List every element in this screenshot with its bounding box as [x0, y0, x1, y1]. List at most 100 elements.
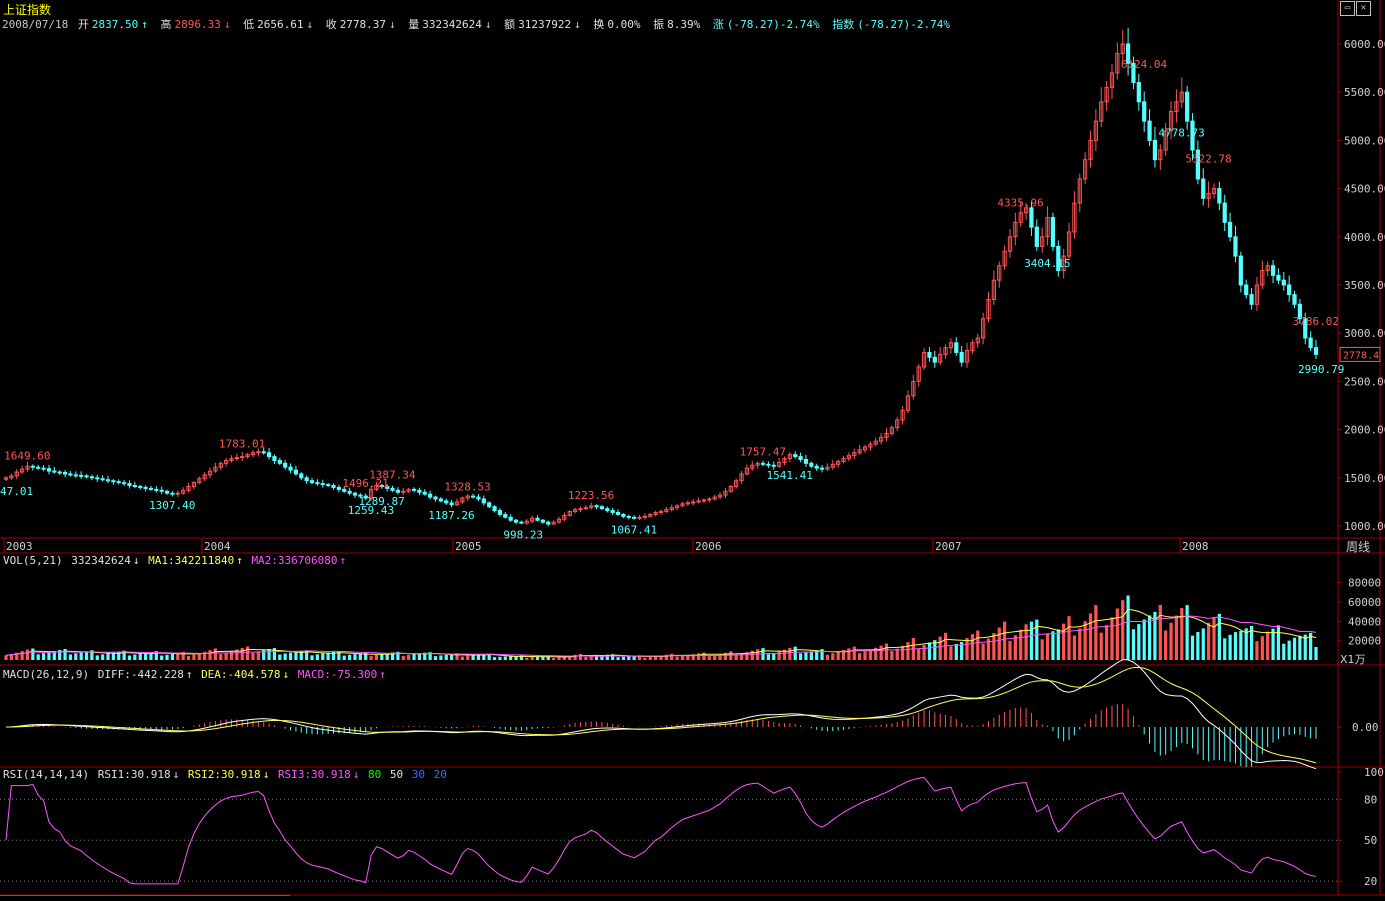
candle-body	[546, 521, 551, 525]
volume-ma1-line	[5, 608, 1317, 658]
candle-body	[540, 519, 545, 523]
volume-bar	[1040, 639, 1044, 660]
indicator-tab-2[interactable]	[70, 895, 125, 901]
candle-body	[331, 485, 336, 488]
candle-body	[476, 496, 481, 500]
candle-body	[1163, 130, 1168, 151]
candle-body	[84, 475, 89, 478]
volume-bar	[718, 654, 722, 660]
volume-tick-label: 40000	[1348, 615, 1381, 628]
peak-annotation: 1187.26	[428, 509, 474, 522]
candle-body	[599, 506, 605, 510]
volume-bar	[798, 653, 803, 660]
volume-bar	[15, 652, 19, 660]
candle-body	[460, 497, 465, 503]
volume-bar	[868, 649, 872, 660]
candle-body	[105, 479, 111, 482]
volume-bar	[305, 650, 309, 660]
candle-body	[1072, 202, 1077, 233]
candle-body	[1190, 120, 1195, 151]
candle-body	[664, 509, 669, 513]
volume-bar	[696, 653, 701, 660]
volume-bar	[374, 654, 379, 660]
candle-body	[653, 512, 658, 515]
indicator-tab-4[interactable]	[180, 895, 235, 901]
volume-bar	[906, 642, 910, 660]
candle-body	[911, 380, 916, 397]
volume-bar	[1180, 608, 1184, 660]
volume-bar	[84, 651, 89, 660]
volume-bar	[1067, 616, 1071, 660]
peak-annotation: 4778.73	[1158, 127, 1204, 140]
candle-body	[535, 517, 540, 521]
volume-bar	[428, 652, 432, 660]
volume-bar	[1228, 634, 1232, 660]
price-tick-label: 1000.00	[1344, 520, 1385, 533]
volume-bar	[852, 646, 856, 660]
volume-bar	[1314, 646, 1318, 660]
candle-body	[283, 462, 288, 468]
volume-bar	[879, 645, 883, 660]
volume-bar	[986, 638, 991, 660]
restore-icon[interactable]: ▭	[1340, 1, 1355, 16]
volume-bar	[1078, 628, 1082, 660]
volume-bar	[224, 652, 228, 660]
volume-bar	[1292, 637, 1297, 660]
candle-body	[1233, 236, 1238, 257]
candle-body	[685, 502, 690, 505]
volume-bar	[831, 653, 835, 660]
volume-bar	[138, 653, 142, 660]
volume-bar	[895, 648, 899, 660]
volume-bar	[1223, 638, 1227, 660]
candle-body	[669, 507, 674, 511]
volume-bar	[278, 654, 282, 660]
candle-body	[589, 505, 594, 509]
candle-body	[266, 452, 272, 458]
year-label: 2003	[6, 540, 33, 553]
volume-bar	[68, 654, 73, 660]
candle-body	[1276, 274, 1281, 281]
candle-body	[1174, 101, 1179, 112]
volume-bar	[272, 648, 277, 660]
candle-body	[1013, 221, 1018, 238]
peak-annotation: 4335.96	[997, 197, 1043, 210]
peak-annotation: 1387.34	[369, 468, 416, 481]
volume-bar	[691, 654, 695, 660]
candle-body	[556, 518, 562, 523]
candle-body	[73, 474, 78, 477]
volume-bar	[347, 654, 352, 660]
volume-bar	[643, 657, 647, 660]
candle-body	[1260, 270, 1265, 286]
candle-body	[438, 498, 443, 502]
header-close: 收 2778.37 ↓	[325, 18, 396, 31]
volume-bar	[525, 657, 529, 660]
candle-body	[798, 456, 803, 460]
candle-body	[674, 505, 680, 509]
candle-body	[1040, 236, 1045, 247]
volume-bar	[654, 656, 658, 660]
volume-bar	[632, 655, 636, 660]
volume-bar	[611, 654, 615, 660]
volume-bar	[498, 656, 502, 660]
indicator-tab-1[interactable]	[0, 895, 70, 901]
indicator-tab-5[interactable]	[235, 895, 290, 901]
volume-bar	[160, 655, 164, 660]
volume-bar	[262, 649, 266, 660]
candle-body	[1292, 294, 1297, 305]
close-icon[interactable]: ✕	[1356, 1, 1371, 16]
price-tick-label: 5500.00	[1344, 86, 1385, 99]
candle-body	[197, 478, 202, 484]
volume-bar	[793, 646, 797, 660]
volume-bar	[181, 651, 185, 660]
volume-bar	[750, 650, 754, 660]
volume-bar	[192, 654, 196, 660]
volume-bar	[117, 651, 121, 660]
volume-bar	[1201, 628, 1205, 660]
peak-annotation: 6124.04	[1121, 58, 1168, 71]
candle-body	[884, 432, 889, 438]
volume-bar	[1233, 632, 1238, 660]
indicator-tab-3[interactable]	[125, 895, 180, 901]
price-tick-label: 2000.00	[1344, 424, 1385, 437]
candle-body	[1088, 139, 1093, 161]
